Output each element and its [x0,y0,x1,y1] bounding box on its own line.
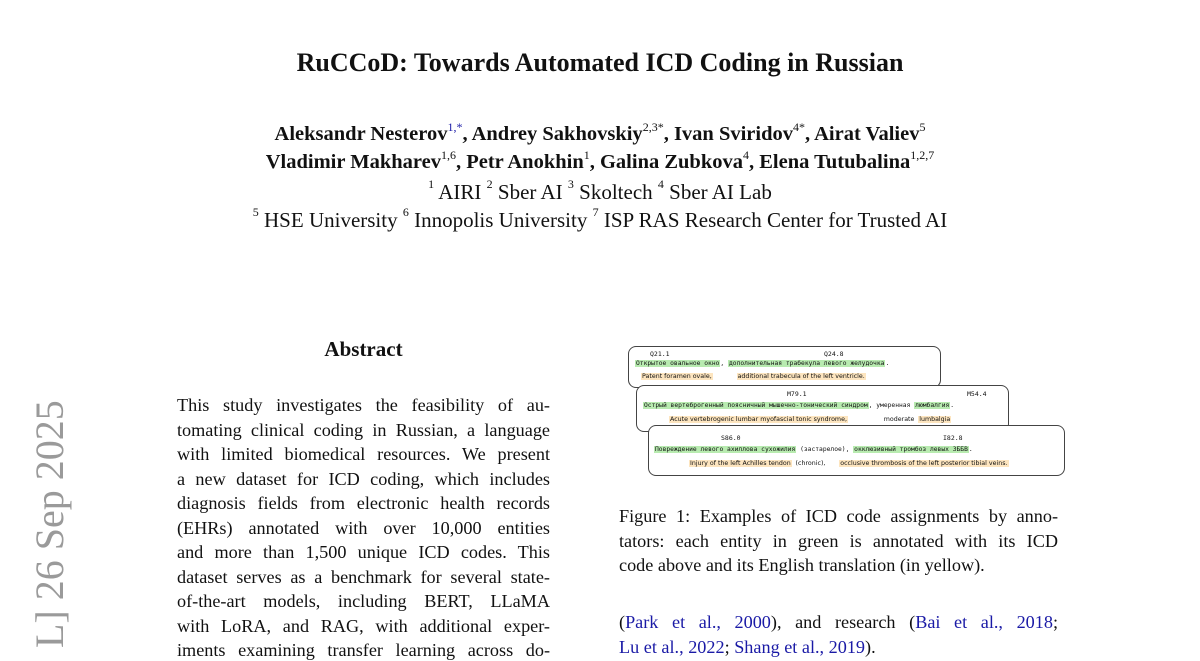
affiliation: Innopolis University [414,208,588,232]
abstract-line: This study investigates the feasibility … [177,395,550,415]
author-sup: 4 [742,148,749,162]
citation-link[interactable]: Bai et al., 2018 [915,612,1053,632]
abstract-line: tomating clinical coding in Russian, a l… [177,419,550,440]
affiliations-line-2: 5 HSE University 6 Innopolis University … [0,205,1200,233]
abstract-heading: Abstract [324,337,403,361]
author: Ivan Sviridov [673,123,793,145]
authors-line-1: Aleksandr Nesterov1,*, Andrey Sakhovskiy… [274,120,926,145]
abstract-line: iments examining transfer learning acros… [177,640,550,660]
translation-english: (chronic), [795,460,826,467]
icd-code: M79.1 [787,390,807,398]
author-sup: 1,2,7 [910,148,935,162]
icd-code: Q21.1 [650,350,670,358]
author: Vladimir Makharev [265,151,441,173]
author: Petr Anokhin [466,151,584,173]
author-sup: 1 [583,148,590,162]
author: Elena Tutubalina [759,151,911,173]
arxiv-side-label: L] 26 Sep 2025 [27,400,72,648]
citation-link[interactable]: Shang et al., 2019 [734,637,866,657]
aff-sup: 3 [567,177,574,191]
translation-english: occlusive thrombosis of the left posteri… [839,460,1009,467]
body-text: ). [865,637,876,657]
icd-code: M54.4 [967,390,987,398]
affiliation: Skoltech [579,180,653,204]
example-box-3: S86.0 I82.8 Повреждение левого ахиллова … [648,425,1065,476]
body-line: (Park et al., 2000), and research (Bai e… [619,612,1059,632]
author-sup: 2,3* [642,120,664,134]
translation-english: moderate [883,416,915,423]
paper-title: RuCCoD: Towards Automated ICD Coding in … [296,48,904,77]
text-russian: . [950,402,955,409]
entity-russian: дополнительная трабекула левого желудочк… [728,360,886,367]
abstract-line: and more than 1,500 unique ICD codes. Th… [177,542,550,562]
aff-sup: 5 [252,205,259,219]
abstract-line: of-the-art models, including BERT, LLaMA [177,591,550,611]
abstract-line: with limited biomedical resources. We pr… [177,444,550,464]
author: Andrey Sakhovskiy [471,123,643,145]
translation-english: lumbalgia [918,416,952,423]
entity-russian: Острый вертеброгенный поясничный мышечно… [643,402,869,409]
aff-sup: 2 [486,177,493,191]
author: Airat Valiev [814,123,920,145]
aff-sup: 4 [657,177,664,191]
affiliation: Sber AI Lab [669,180,772,204]
affiliation: ISP RAS Research Center for Trusted AI [603,208,948,232]
entity-russian: Открытое овальное окно [635,360,721,367]
author-sup: 4* [792,120,805,134]
translation-english: Acute vertebrogenic lumbar myofascial to… [669,416,848,423]
affiliation: HSE University [264,208,398,232]
author: Galina Zubkova [599,151,743,173]
abstract-line: with LoRA, and RAG, with additional expe… [177,615,550,636]
affiliations-line-1: 1 AIRI 2 Sber AI 3 Skoltech 4 Sber AI La… [0,177,1200,205]
example-box-1: Q21.1 Q24.8 Открытое овальное окно, допо… [628,346,941,388]
entity-russian: окклюзивный тромбоз левых ЗББВ [853,446,969,453]
authors-line-2: Vladimir Makharev1,6, Petr Anokhin1, Gal… [265,148,935,173]
translation-english: Patent foramen ovale, [641,373,713,380]
text-russian: . [968,446,973,453]
affiliation: AIRI [438,180,482,204]
text-russian: (застарелое), [796,446,854,453]
text-russian: , [720,360,728,367]
affiliation: Sber AI [497,180,563,204]
text-russian: , умеренная [868,402,915,409]
icd-code: Q24.8 [824,350,844,358]
citation-link[interactable]: Lu et al., 2022 [619,637,725,657]
body-text: ; [1052,612,1059,632]
figure-caption-line: Figure 1: Examples of ICD code assignmen… [619,506,1058,526]
icd-code: I82.8 [943,434,963,442]
entity-russian: Повреждение левого ахиллова сухожилия [654,446,797,453]
aff-sup: 7 [592,205,599,219]
abstract-line: a new dataset for ICD coding, which incl… [177,468,550,489]
aff-sup: 1 [428,177,435,191]
figure-caption-line: tators: each entity in green is annotate… [619,530,1058,551]
entity-russian: люмбалгия [914,402,951,409]
body-text: ), and research ( [770,612,916,632]
abstract-line: diagnosis fields from electronic health … [177,493,550,513]
translation-english: additional trabecula of the left ventric… [736,373,866,380]
abstract-line: (EHRs) annotated with over 10,000 entiti… [177,517,550,538]
citation-link[interactable]: Park et al., 2000 [625,612,771,632]
author: Aleksandr Nesterov [274,123,448,145]
translation-english: Injury of the left Achilles tendon [689,460,792,467]
aff-sup: 6 [402,205,409,219]
icd-code: S86.0 [721,434,741,442]
body-text: ; [724,637,735,657]
author-sup: 1,* [447,120,463,134]
abstract-line: dataset serves as a benchmark for severa… [177,566,550,587]
author-sup: 5 [919,120,926,134]
text-russian: . [885,360,890,367]
author-sup: 1,6 [440,148,456,162]
figure-caption-line: code above and its English translation (… [619,555,985,575]
